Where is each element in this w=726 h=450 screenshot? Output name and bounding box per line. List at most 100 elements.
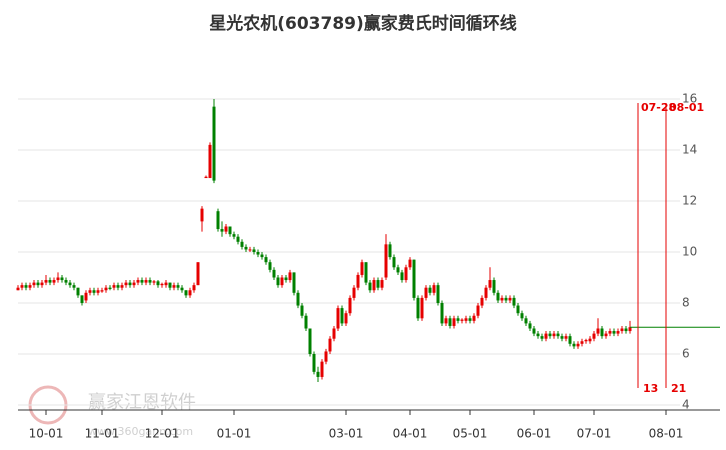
candle-body bbox=[60, 277, 64, 281]
x-tick-label: 06-01 bbox=[517, 427, 552, 441]
candle-body bbox=[36, 282, 40, 286]
candle-body bbox=[508, 297, 512, 301]
candle-body bbox=[620, 328, 624, 332]
candle-body bbox=[536, 333, 540, 337]
candle-body bbox=[52, 280, 56, 283]
candle-body bbox=[460, 319, 464, 321]
x-tick-label: 10-01 bbox=[29, 427, 64, 441]
candle-body bbox=[292, 272, 296, 293]
candle-body bbox=[140, 280, 144, 283]
x-tick-label: 03-01 bbox=[329, 427, 364, 441]
candle-body bbox=[432, 285, 436, 293]
candle-body bbox=[480, 297, 484, 306]
candle-body bbox=[328, 338, 332, 352]
candle-body bbox=[568, 336, 572, 344]
candle-body bbox=[228, 226, 232, 235]
candle-body bbox=[180, 287, 184, 291]
candle-body bbox=[272, 269, 276, 278]
candle-body bbox=[492, 280, 496, 293]
candle-body bbox=[80, 295, 84, 303]
candle-body bbox=[424, 287, 428, 298]
candle-body bbox=[560, 336, 564, 339]
candle-body bbox=[336, 308, 340, 329]
candle-body bbox=[384, 244, 388, 278]
candle-body bbox=[340, 308, 344, 324]
candle-body bbox=[244, 246, 248, 250]
candle-body bbox=[372, 280, 376, 291]
candle-body bbox=[440, 303, 444, 324]
candle-body bbox=[484, 287, 488, 298]
y-tick-label: 4 bbox=[682, 398, 690, 412]
candle-body bbox=[464, 318, 468, 321]
candle-body bbox=[96, 290, 100, 293]
x-tick-label: 11-01 bbox=[85, 427, 120, 441]
y-tick-label: 8 bbox=[682, 296, 690, 310]
candle-body bbox=[84, 292, 88, 301]
candle-body bbox=[392, 257, 396, 268]
candle-body bbox=[436, 285, 440, 303]
candle-body bbox=[428, 287, 432, 293]
candle-body bbox=[268, 262, 272, 270]
watermark-name: 赢家江恩软件 bbox=[88, 391, 196, 413]
candle-body bbox=[112, 285, 116, 288]
candle-body bbox=[236, 236, 240, 242]
x-tick-label: 08-01 bbox=[649, 427, 684, 441]
candle-body bbox=[364, 262, 368, 283]
candle-body bbox=[196, 262, 200, 286]
candle-body bbox=[164, 282, 168, 286]
candle-body bbox=[488, 280, 492, 288]
candle-body bbox=[448, 318, 452, 326]
cycle-date: 07-28 bbox=[641, 101, 676, 114]
candle-body bbox=[408, 259, 412, 268]
candle-body bbox=[76, 287, 80, 296]
candle-body bbox=[176, 285, 180, 288]
candle-body bbox=[200, 208, 204, 222]
candle-body bbox=[344, 313, 348, 324]
x-tick-label: 01-01 bbox=[217, 427, 252, 441]
candle-body bbox=[388, 244, 392, 258]
candle-body bbox=[608, 331, 612, 334]
y-tick-label: 16 bbox=[682, 92, 697, 106]
candle-body bbox=[412, 259, 416, 298]
candle-body bbox=[300, 305, 304, 316]
candle-body bbox=[476, 305, 480, 316]
x-tick-label: 07-01 bbox=[577, 427, 612, 441]
candle-body bbox=[312, 354, 316, 372]
candle-body bbox=[572, 343, 576, 347]
candle-body bbox=[400, 272, 404, 281]
y-tick-label: 12 bbox=[682, 194, 697, 208]
chart-title: 星光农机(603789)赢家费氏时间循环线 bbox=[209, 13, 517, 34]
candle-body bbox=[88, 290, 92, 293]
candle-body bbox=[404, 267, 408, 281]
candle-body bbox=[544, 333, 548, 339]
candle-body bbox=[168, 282, 172, 288]
candle-body bbox=[92, 290, 96, 293]
candle-body bbox=[496, 292, 500, 301]
candle-body bbox=[320, 361, 324, 377]
x-tick-label: 12-01 bbox=[145, 427, 180, 441]
candle-body bbox=[16, 287, 20, 291]
candle-body bbox=[444, 318, 448, 324]
candle-body bbox=[624, 328, 628, 332]
y-tick-label: 6 bbox=[682, 347, 690, 361]
candle-body bbox=[604, 333, 608, 337]
candle-body bbox=[28, 285, 32, 288]
candle-body bbox=[136, 280, 140, 283]
candle-body bbox=[48, 280, 52, 283]
candle-body bbox=[280, 277, 284, 286]
candle-body bbox=[44, 280, 48, 283]
candle-body bbox=[120, 285, 124, 288]
candle-body bbox=[616, 331, 620, 334]
candle-body bbox=[468, 318, 472, 321]
candle-body bbox=[456, 318, 460, 321]
candle-body bbox=[416, 297, 420, 319]
candle-body bbox=[264, 257, 268, 263]
cycle-date: 08-01 bbox=[669, 101, 704, 114]
candle-body bbox=[116, 285, 120, 288]
candle-body bbox=[24, 285, 28, 288]
watermark: 赢家江恩软件 www.360gann.com bbox=[28, 385, 196, 438]
candle-body bbox=[552, 333, 556, 337]
candle-body bbox=[260, 254, 264, 258]
candle-body bbox=[20, 285, 24, 288]
